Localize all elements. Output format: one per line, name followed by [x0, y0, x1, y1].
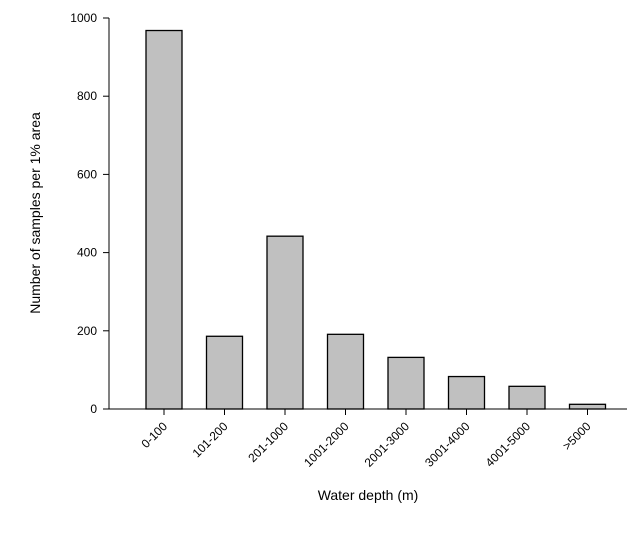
- x-tick-label: 4001-5000: [483, 419, 534, 470]
- x-tick-label: 2001-3000: [362, 419, 413, 470]
- y-tick-label: 0: [90, 402, 97, 416]
- y-tick-label: 1000: [70, 11, 97, 25]
- bar-101-200: [205, 335, 244, 410]
- bar-4001-5000: [508, 385, 546, 410]
- bar-201-1000: [266, 235, 304, 410]
- x-tick-label: 201-1000: [245, 419, 291, 465]
- y-tick-label: 400: [77, 246, 97, 260]
- x-tick-label: 101-200: [190, 419, 231, 460]
- x-tick-label: >5000: [560, 419, 594, 453]
- bar-2001-3000: [387, 356, 425, 410]
- x-tick-label: 1001-2000: [301, 419, 352, 470]
- x-tick-label: 3001-4000: [422, 419, 473, 470]
- y-axis-title: Number of samples per 1% area: [27, 112, 43, 314]
- bars-group: [145, 29, 607, 410]
- x-tick-label: 0-100: [139, 419, 171, 451]
- bar-3001-4000: [447, 375, 486, 410]
- y-tick-label: 600: [77, 167, 97, 181]
- y-tick-label: 800: [77, 89, 97, 103]
- x-axis-ticks: 0-100 101-200 201-1000 1001-2000 2001-3000 30…: [139, 409, 594, 470]
- x-axis-title: Water depth (m): [318, 487, 419, 503]
- bar-0-100: [145, 29, 183, 410]
- y-tick-label: 200: [77, 324, 97, 338]
- bar-1001-2000: [326, 333, 365, 410]
- y-axis-ticks: 0 200 400 600 800 1000: [70, 11, 109, 416]
- bar->5000: [568, 403, 607, 410]
